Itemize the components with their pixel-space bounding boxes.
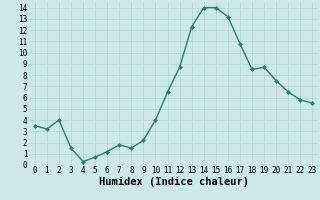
X-axis label: Humidex (Indice chaleur): Humidex (Indice chaleur) [99,177,249,187]
